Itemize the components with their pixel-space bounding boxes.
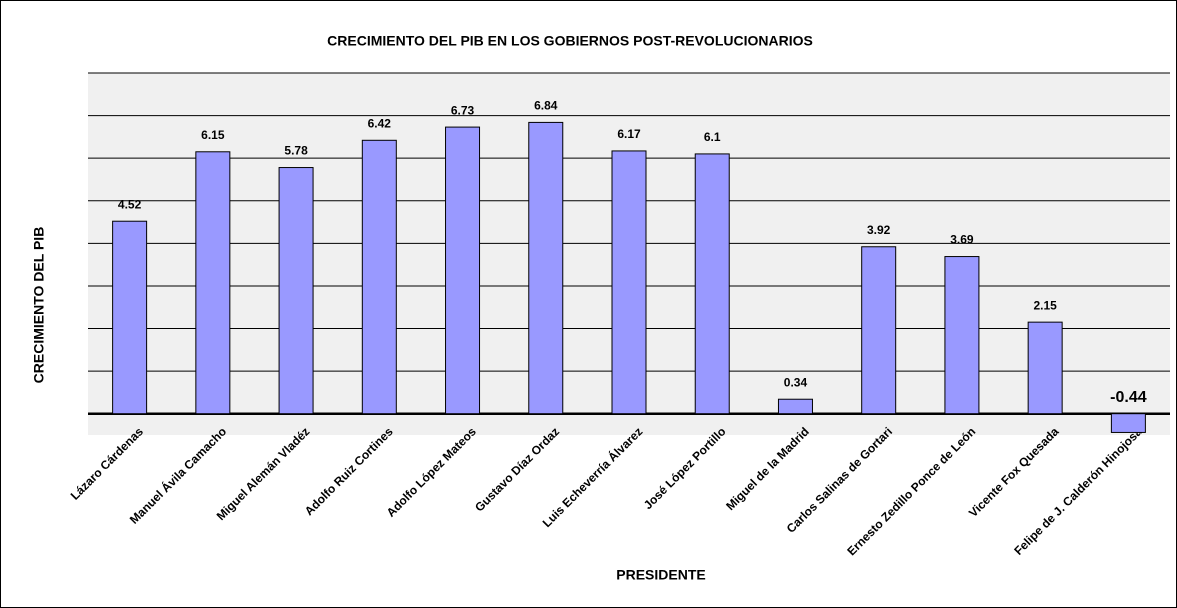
bar [611, 150, 647, 415]
value-label: 3.92 [867, 223, 891, 237]
value-label: 6.17 [617, 127, 641, 141]
bar [1110, 413, 1146, 433]
bar [361, 139, 397, 415]
x-axis-title: PRESIDENTE [616, 567, 705, 583]
value-label: -0.44 [1110, 389, 1147, 406]
bar [445, 126, 481, 415]
bar [112, 220, 148, 415]
value-label: 5.78 [284, 144, 308, 158]
bar [694, 153, 730, 415]
bar [195, 151, 231, 415]
value-label: 6.1 [704, 130, 721, 144]
value-label: 3.69 [950, 233, 974, 247]
value-label: 6.84 [534, 99, 558, 113]
bar [278, 167, 314, 415]
bar [1027, 321, 1063, 415]
bar [777, 398, 813, 415]
bar [861, 246, 897, 415]
chart-title: CRECIMIENTO DEL PIB EN LOS GOBIERNOS POS… [327, 33, 813, 49]
value-label: 6.15 [201, 128, 225, 142]
value-label: 0.34 [784, 375, 808, 389]
value-label: 6.73 [451, 103, 475, 117]
value-label: 4.52 [118, 197, 142, 211]
value-label: 6.42 [368, 116, 392, 130]
bar [528, 121, 564, 415]
value-label: 2.15 [1033, 298, 1057, 312]
bar [944, 256, 980, 415]
y-axis-title: CRECIMIENTO DEL PIB [31, 227, 47, 384]
